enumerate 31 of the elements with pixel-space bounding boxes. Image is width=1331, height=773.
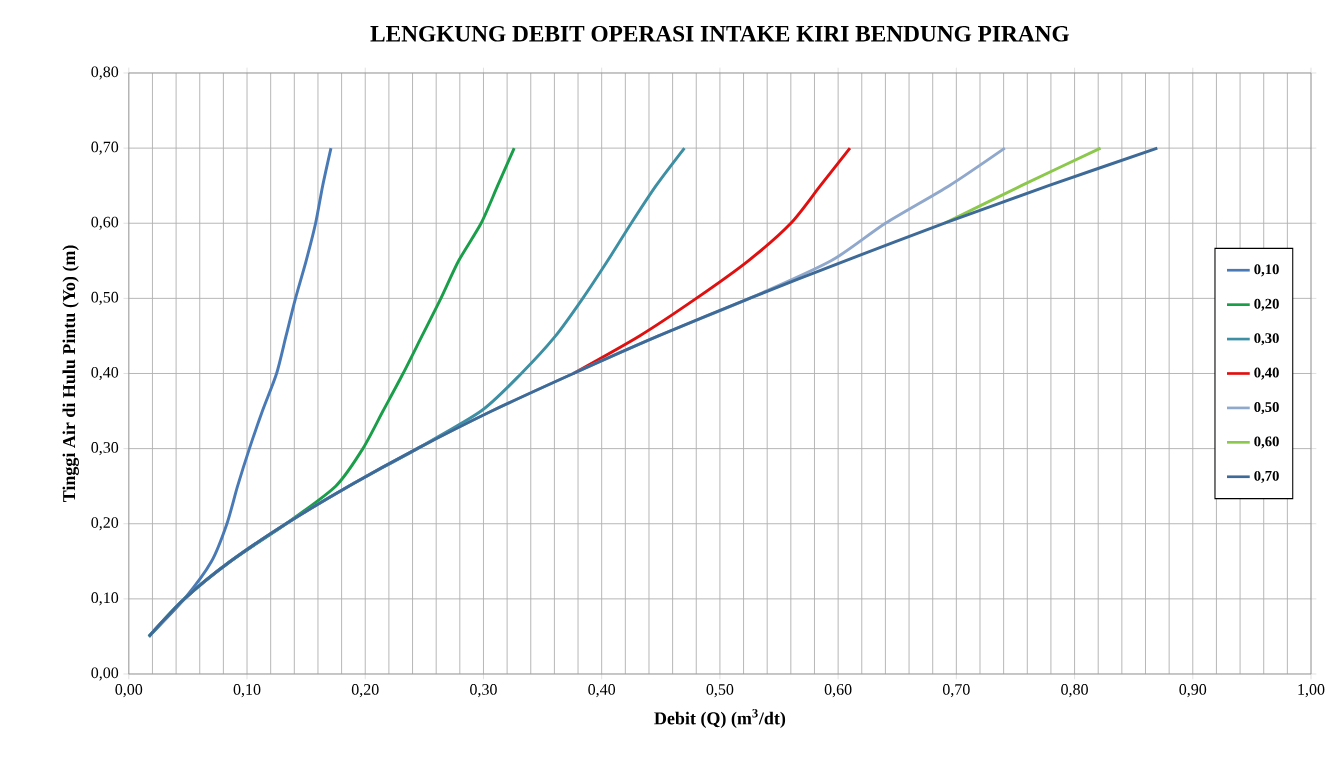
- x-tick-label: 0,80: [1061, 684, 1088, 698]
- x-tick-label: 0,00: [115, 684, 143, 698]
- y-axis-title: Tinggi Air di Hulu Pintu (Yo) (m): [62, 245, 79, 503]
- x-tick-label: 0,20: [351, 684, 379, 698]
- y-tick-label: 0,70: [91, 141, 119, 155]
- x-tick-label: 0,70: [942, 684, 970, 698]
- legend-label: 0,10: [1254, 264, 1279, 277]
- legend-label: 0,50: [1254, 402, 1279, 415]
- x-tick-label: 0,30: [470, 684, 497, 698]
- x-tick-label: 0,60: [824, 684, 852, 698]
- legend-label: 0,60: [1254, 436, 1279, 449]
- y-tick-label: 0,80: [91, 66, 119, 80]
- legend-label: 0,70: [1254, 470, 1279, 483]
- chart-title: LENGKUNG DEBIT OPERASI INTAKE KIRI BENDUNG PIRANG: [370, 25, 1070, 42]
- legend-label: 0,30: [1254, 333, 1279, 346]
- y-tick-label: 0,60: [91, 216, 119, 230]
- y-tick-label: 0,40: [91, 366, 119, 381]
- x-tick-label: 0,50: [706, 684, 734, 698]
- x-axis-title: Debit (Q) (m$^{3}$/dt): [654, 708, 786, 729]
- y-tick-label: 0,20: [91, 517, 119, 531]
- y-tick-label: 0,30: [91, 442, 119, 456]
- x-tick-label: 1,00: [1298, 684, 1325, 698]
- line-series: [147, 146, 1159, 638]
- x-tick-label: 0,90: [1179, 684, 1207, 698]
- y-tick-label: 0,00: [91, 667, 119, 681]
- x-tick-label: 0,10: [233, 684, 261, 698]
- legend-label: 0,20: [1254, 298, 1279, 311]
- y-tick-label: 0,10: [91, 592, 119, 606]
- x-tick-label: 0,40: [588, 684, 616, 698]
- y-tick-label: 0,50: [91, 291, 119, 305]
- legend-label: 0,40: [1254, 367, 1279, 380]
